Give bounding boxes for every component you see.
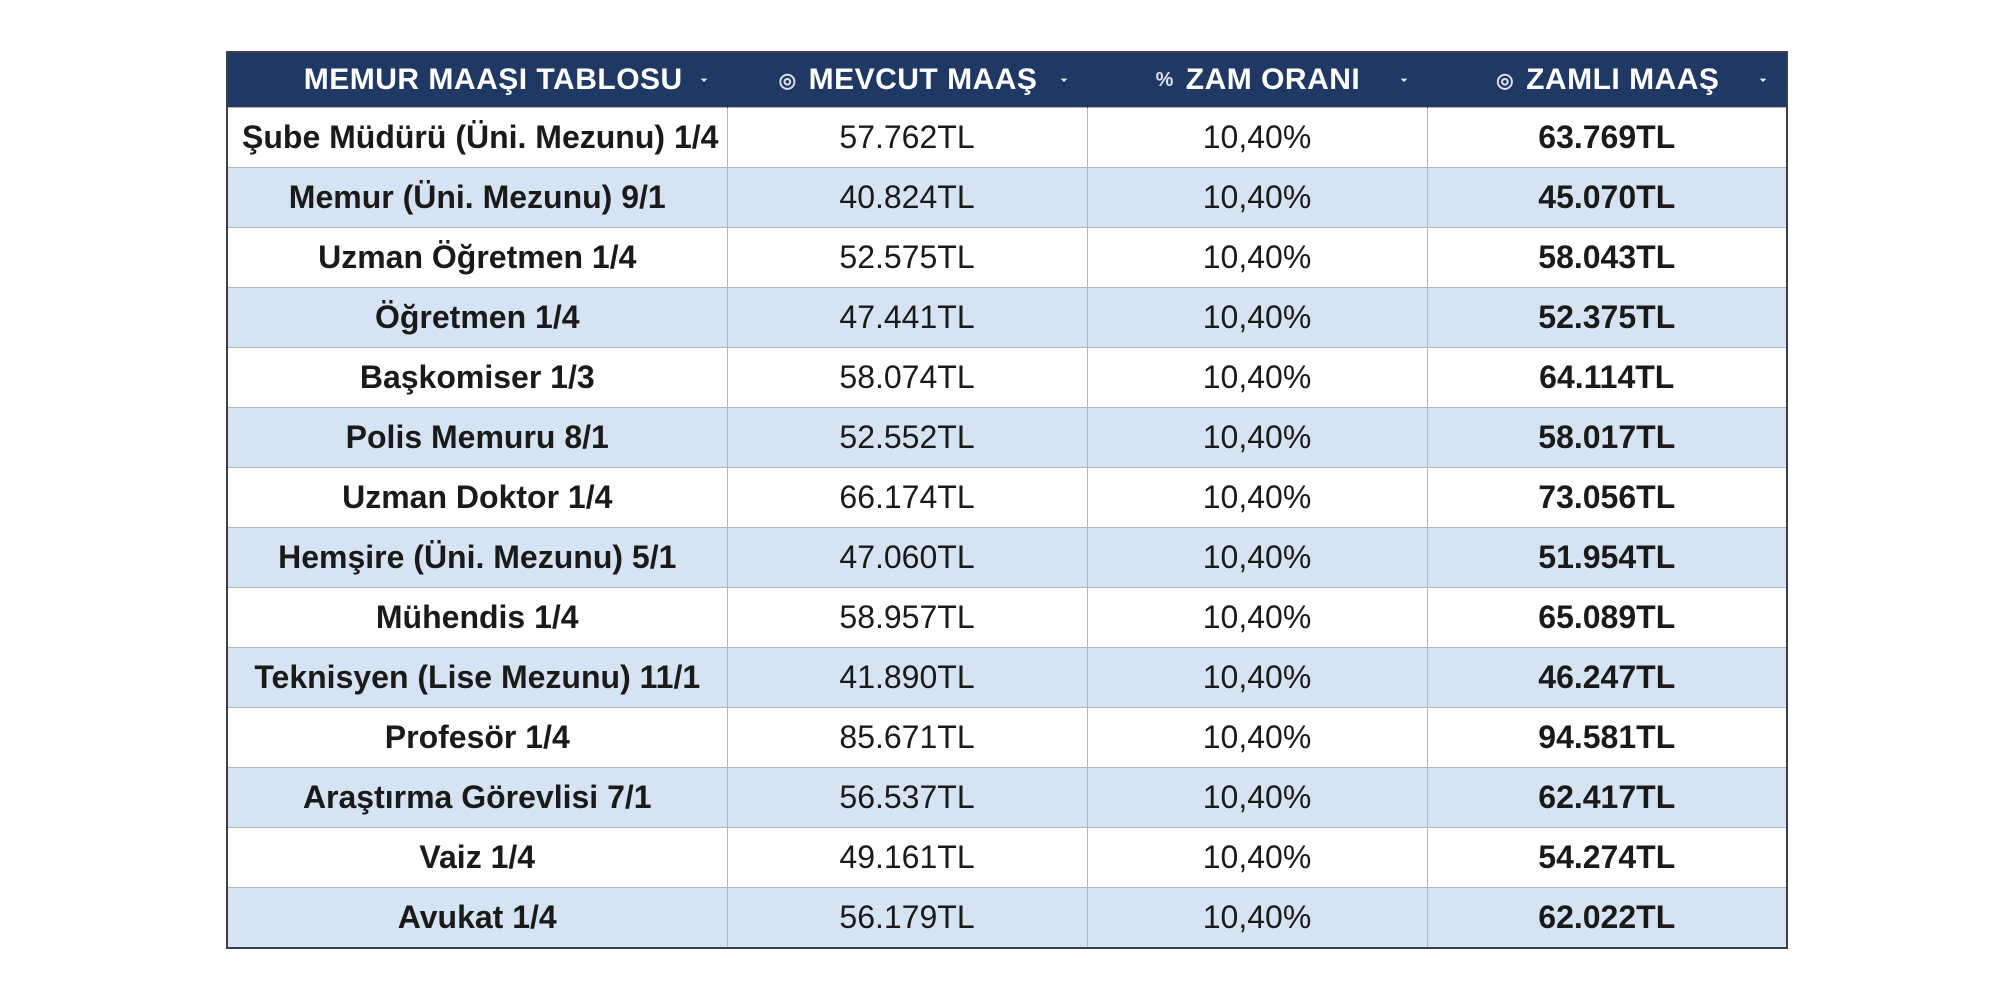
table-row: Hemşire (Üni. Mezunu) 5/147.060TL10,40%5… xyxy=(227,528,1787,588)
cell-current-salary: 40.824TL xyxy=(727,168,1087,228)
cell-current-salary: 85.671TL xyxy=(727,708,1087,768)
cell-raise-rate: 10,40% xyxy=(1087,288,1427,348)
cell-current-salary: 41.890TL xyxy=(727,648,1087,708)
cell-raise-rate: 10,40% xyxy=(1087,168,1427,228)
cell-raise-rate: 10,40% xyxy=(1087,768,1427,828)
cell-position: Teknisyen (Lise Mezunu) 11/1 xyxy=(227,648,727,708)
table-header-row: MEMUR MAAŞI TABLOSU ◎ MEVCUT MAAŞ xyxy=(227,52,1787,108)
cell-position: Profesör 1/4 xyxy=(227,708,727,768)
col-header-current[interactable]: ◎ MEVCUT MAAŞ xyxy=(727,52,1087,108)
col-header-rate[interactable]: % ZAM ORANI xyxy=(1087,52,1427,108)
cell-raise-rate: 10,40% xyxy=(1087,348,1427,408)
cell-raise-rate: 10,40% xyxy=(1087,708,1427,768)
cell-raise-rate: 10,40% xyxy=(1087,528,1427,588)
cell-new-salary: 65.089TL xyxy=(1427,588,1787,648)
cell-new-salary: 58.017TL xyxy=(1427,408,1787,468)
cell-position: Araştırma Görevlisi 7/1 xyxy=(227,768,727,828)
currency-icon: ◎ xyxy=(1494,68,1516,93)
table-row: Uzman Öğretmen 1/452.575TL10,40%58.043TL xyxy=(227,228,1787,288)
col-header-label: MEMUR MAAŞI TABLOSU xyxy=(304,63,683,97)
cell-new-salary: 73.056TL xyxy=(1427,468,1787,528)
cell-position: Şube Müdürü (Üni. Mezunu) 1/4 xyxy=(227,108,727,168)
cell-raise-rate: 10,40% xyxy=(1087,888,1427,948)
col-header-label: MEVCUT MAAŞ xyxy=(809,63,1038,97)
table-row: Araştırma Görevlisi 7/156.537TL10,40%62.… xyxy=(227,768,1787,828)
table-row: Şube Müdürü (Üni. Mezunu) 1/457.762TL10,… xyxy=(227,108,1787,168)
cell-current-salary: 66.174TL xyxy=(727,468,1087,528)
cell-current-salary: 47.060TL xyxy=(727,528,1087,588)
cell-new-salary: 62.417TL xyxy=(1427,768,1787,828)
col-header-new[interactable]: ◎ ZAMLI MAAŞ xyxy=(1427,52,1787,108)
col-header-position[interactable]: MEMUR MAAŞI TABLOSU xyxy=(227,52,727,108)
cell-new-salary: 52.375TL xyxy=(1427,288,1787,348)
cell-position: Öğretmen 1/4 xyxy=(227,288,727,348)
cell-raise-rate: 10,40% xyxy=(1087,468,1427,528)
table-row: Öğretmen 1/447.441TL10,40%52.375TL xyxy=(227,288,1787,348)
cell-current-salary: 52.552TL xyxy=(727,408,1087,468)
cell-current-salary: 56.179TL xyxy=(727,888,1087,948)
cell-current-salary: 58.957TL xyxy=(727,588,1087,648)
cell-raise-rate: 10,40% xyxy=(1087,408,1427,468)
cell-new-salary: 63.769TL xyxy=(1427,108,1787,168)
cell-new-salary: 45.070TL xyxy=(1427,168,1787,228)
cell-position: Mühendis 1/4 xyxy=(227,588,727,648)
cell-raise-rate: 10,40% xyxy=(1087,588,1427,648)
cell-new-salary: 94.581TL xyxy=(1427,708,1787,768)
cell-current-salary: 56.537TL xyxy=(727,768,1087,828)
table-row: Memur (Üni. Mezunu) 9/140.824TL10,40%45.… xyxy=(227,168,1787,228)
chevron-down-icon[interactable] xyxy=(1393,69,1415,91)
table-row: Polis Memuru 8/152.552TL10,40%58.017TL xyxy=(227,408,1787,468)
cell-current-salary: 49.161TL xyxy=(727,828,1087,888)
col-header-label: ZAM ORANI xyxy=(1186,63,1360,97)
cell-new-salary: 46.247TL xyxy=(1427,648,1787,708)
cell-current-salary: 57.762TL xyxy=(727,108,1087,168)
cell-position: Avukat 1/4 xyxy=(227,888,727,948)
cell-new-salary: 51.954TL xyxy=(1427,528,1787,588)
cell-position: Polis Memuru 8/1 xyxy=(227,408,727,468)
currency-icon: ◎ xyxy=(777,68,799,93)
table-row: Teknisyen (Lise Mezunu) 11/141.890TL10,4… xyxy=(227,648,1787,708)
chevron-down-icon[interactable] xyxy=(1053,69,1075,91)
page-wrapper: MEMUR MAAŞI TABLOSU ◎ MEVCUT MAAŞ xyxy=(0,0,2014,1000)
table-body: Şube Müdürü (Üni. Mezunu) 1/457.762TL10,… xyxy=(227,108,1787,948)
cell-new-salary: 64.114TL xyxy=(1427,348,1787,408)
salary-table: MEMUR MAAŞI TABLOSU ◎ MEVCUT MAAŞ xyxy=(226,51,1788,949)
percent-icon: % xyxy=(1154,69,1176,92)
cell-raise-rate: 10,40% xyxy=(1087,828,1427,888)
cell-new-salary: 58.043TL xyxy=(1427,228,1787,288)
chevron-down-icon[interactable] xyxy=(693,69,715,91)
table-row: Vaiz 1/449.161TL10,40%54.274TL xyxy=(227,828,1787,888)
cell-position: Uzman Öğretmen 1/4 xyxy=(227,228,727,288)
cell-position: Uzman Doktor 1/4 xyxy=(227,468,727,528)
table-row: Profesör 1/485.671TL10,40%94.581TL xyxy=(227,708,1787,768)
table-header: MEMUR MAAŞI TABLOSU ◎ MEVCUT MAAŞ xyxy=(227,52,1787,108)
table-row: Uzman Doktor 1/466.174TL10,40%73.056TL xyxy=(227,468,1787,528)
cell-current-salary: 47.441TL xyxy=(727,288,1087,348)
table-row: Başkomiser 1/358.074TL10,40%64.114TL xyxy=(227,348,1787,408)
cell-current-salary: 52.575TL xyxy=(727,228,1087,288)
chevron-down-icon[interactable] xyxy=(1752,69,1774,91)
cell-raise-rate: 10,40% xyxy=(1087,228,1427,288)
cell-position: Memur (Üni. Mezunu) 9/1 xyxy=(227,168,727,228)
table-row: Avukat 1/456.179TL10,40%62.022TL xyxy=(227,888,1787,948)
col-header-label: ZAMLI MAAŞ xyxy=(1526,63,1719,97)
table-row: Mühendis 1/458.957TL10,40%65.089TL xyxy=(227,588,1787,648)
cell-current-salary: 58.074TL xyxy=(727,348,1087,408)
cell-position: Hemşire (Üni. Mezunu) 5/1 xyxy=(227,528,727,588)
cell-position: Vaiz 1/4 xyxy=(227,828,727,888)
cell-raise-rate: 10,40% xyxy=(1087,108,1427,168)
cell-new-salary: 54.274TL xyxy=(1427,828,1787,888)
cell-new-salary: 62.022TL xyxy=(1427,888,1787,948)
cell-raise-rate: 10,40% xyxy=(1087,648,1427,708)
cell-position: Başkomiser 1/3 xyxy=(227,348,727,408)
